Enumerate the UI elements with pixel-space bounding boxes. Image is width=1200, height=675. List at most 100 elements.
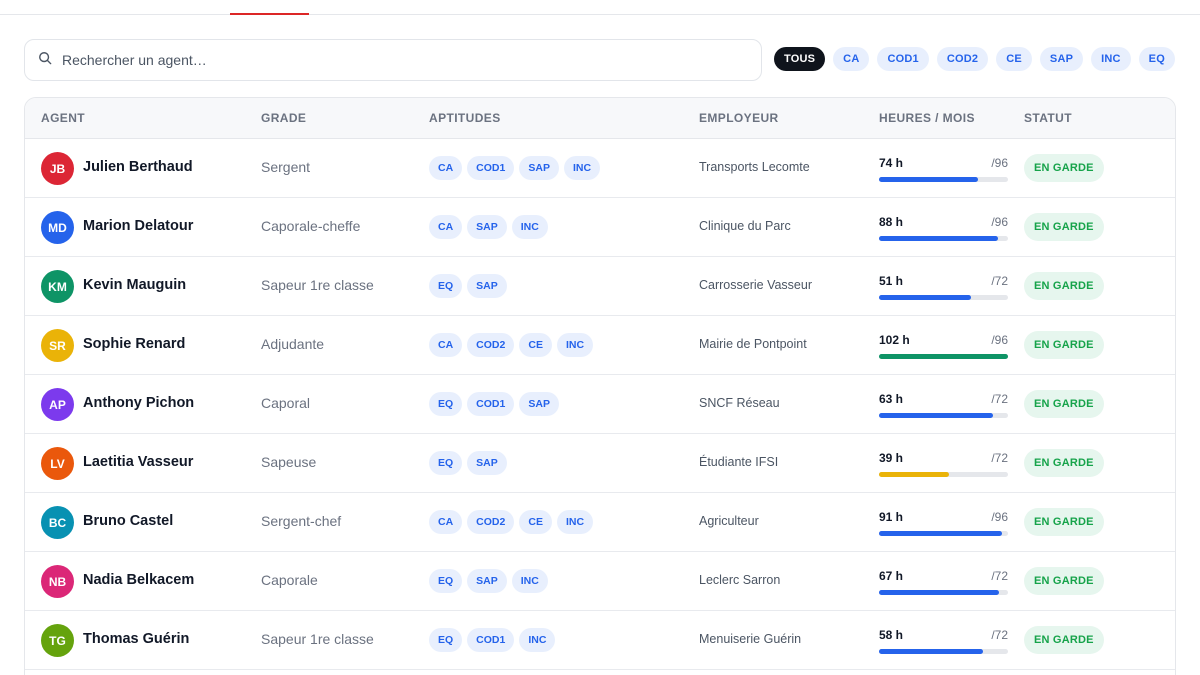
aptitude-tag: INC bbox=[519, 628, 556, 652]
filter-chip-cod2[interactable]: COD2 bbox=[936, 47, 989, 71]
hours-progress-track bbox=[879, 236, 1008, 241]
agent-employer: Agriculteur bbox=[699, 514, 759, 528]
agent-name[interactable]: Thomas Guérin bbox=[83, 631, 190, 647]
avatar: KM bbox=[41, 270, 74, 303]
table-row[interactable]: KM Kevin Mauguin Sapeur 1re classe EQ SAP Car… bbox=[25, 257, 1175, 316]
aptitude-tag: CE bbox=[519, 333, 552, 357]
hours-progress-track bbox=[879, 354, 1008, 359]
table-row[interactable]: SR Sophie Renard Adjudante CA COD2 CE INC Mairi… bbox=[25, 316, 1175, 375]
hours-max: /96 bbox=[991, 510, 1008, 524]
agent-name[interactable]: Sophie Renard bbox=[83, 336, 186, 352]
aptitude-tag: INC bbox=[511, 215, 548, 239]
hours-value: 102 h bbox=[879, 333, 910, 347]
avatar: JB bbox=[41, 152, 74, 185]
status-badge: EN GARDE bbox=[1024, 272, 1104, 300]
status-badge: EN GARDE bbox=[1024, 331, 1104, 359]
hours-max: /72 bbox=[991, 569, 1008, 583]
column-header-status[interactable]: STATUT bbox=[1024, 111, 1072, 125]
agent-name[interactable]: Julien Berthaud bbox=[83, 159, 193, 175]
hours-progress-fill bbox=[879, 649, 984, 654]
table-row[interactable]: AP Anthony Pichon Caporal EQ COD1 SAP SNCF Rés… bbox=[25, 375, 1175, 434]
agent-name[interactable]: Nadia Belkacem bbox=[83, 572, 195, 588]
column-header-grade[interactable]: GRADE bbox=[261, 111, 307, 125]
aptitude-tag: COD2 bbox=[467, 333, 515, 357]
agent-employer: Carrosserie Vasseur bbox=[699, 278, 813, 292]
agent-name[interactable]: Bruno Castel bbox=[83, 513, 174, 529]
column-header-aptitudes[interactable]: APTITUDES bbox=[429, 111, 501, 125]
avatar: BC bbox=[41, 506, 74, 539]
aptitude-tag: SAP bbox=[519, 392, 559, 416]
hours-value: 74 h bbox=[879, 156, 904, 170]
hours-value: 58 h bbox=[879, 628, 904, 642]
hours-progress-track bbox=[879, 649, 1008, 654]
agent-employer: Transports Lecomte bbox=[699, 160, 810, 174]
aptitude-tag: SAP bbox=[467, 569, 507, 593]
status-badge: EN GARDE bbox=[1024, 154, 1104, 182]
filter-chip-ca[interactable]: CA bbox=[833, 47, 870, 71]
agent-name[interactable]: Anthony Pichon bbox=[83, 395, 195, 411]
search-input[interactable] bbox=[62, 52, 712, 68]
hours-value: 91 h bbox=[879, 510, 904, 524]
aptitude-tag: SAP bbox=[467, 274, 507, 298]
status-badge: EN GARDE bbox=[1024, 567, 1104, 595]
filter-chip-inc[interactable]: INC bbox=[1091, 47, 1131, 71]
agent-grade: Caporal bbox=[261, 395, 311, 411]
status-badge: EN GARDE bbox=[1024, 508, 1104, 536]
filter-chip-sap[interactable]: SAP bbox=[1039, 47, 1084, 71]
hours-max: /96 bbox=[991, 215, 1008, 229]
hours-progress-fill bbox=[879, 236, 998, 241]
hours-max: /72 bbox=[991, 628, 1008, 642]
aptitude-tag: EQ bbox=[429, 628, 463, 652]
hours-max: /72 bbox=[991, 392, 1008, 406]
hours-max: /96 bbox=[991, 333, 1008, 347]
column-header-employer[interactable]: EMPLOYEUR bbox=[699, 111, 779, 125]
aptitude-tag: SAP bbox=[467, 215, 507, 239]
aptitude-tag: CA bbox=[429, 156, 463, 180]
hours-progress-fill bbox=[879, 472, 949, 477]
aptitude-tags: CA COD1 SAP INC bbox=[429, 156, 601, 180]
agent-name[interactable]: Marion Delatour bbox=[83, 218, 194, 234]
top-nav-bar bbox=[0, 0, 1200, 15]
hours-progress-track bbox=[879, 531, 1008, 536]
hours-progress-track bbox=[879, 590, 1008, 595]
aptitude-tag: COD1 bbox=[467, 156, 515, 180]
agent-employer: SNCF Réseau bbox=[699, 396, 780, 410]
table-body: JB Julien Berthaud Sergent CA COD1 SAP INC Tran… bbox=[25, 139, 1175, 670]
aptitude-tag: INC bbox=[556, 510, 594, 534]
aptitude-tags: EQ COD1 SAP bbox=[429, 392, 559, 416]
avatar: TG bbox=[41, 624, 74, 657]
table-row[interactable]: LV Laetitia Vasseur Sapeuse EQ SAP Étudiante … bbox=[25, 434, 1175, 493]
hours-progress-track bbox=[879, 413, 1008, 418]
aptitude-filter-bar: TOUS CA COD1 COD2 CE SAP INC EQ bbox=[774, 47, 1175, 71]
hours-value: 63 h bbox=[879, 392, 904, 406]
filter-chip-eq[interactable]: EQ bbox=[1138, 47, 1175, 71]
column-header-hours[interactable]: HEURES / MOIS bbox=[879, 111, 975, 125]
table-row[interactable]: TG Thomas Guérin Sapeur 1re classe EQ COD1 IN… bbox=[25, 611, 1175, 670]
aptitude-tag: CE bbox=[519, 510, 552, 534]
aptitude-tags: CA SAP INC bbox=[429, 215, 548, 239]
table-row[interactable]: MD Marion Delatour Caporale-cheffe CA SAP INC… bbox=[25, 198, 1175, 257]
agent-name[interactable]: Laetitia Vasseur bbox=[83, 454, 194, 470]
table-row[interactable]: NB Nadia Belkacem Caporale EQ SAP INC Leclerc … bbox=[25, 552, 1175, 611]
table-row[interactable]: BC Bruno Castel Sergent-chef CA COD2 CE INC Agr… bbox=[25, 493, 1175, 552]
aptitude-tag: EQ bbox=[429, 392, 463, 416]
hours-value: 67 h bbox=[879, 569, 904, 583]
agent-grade: Caporale bbox=[261, 572, 318, 588]
aptitude-tag: CA bbox=[429, 333, 463, 357]
hours-max: /72 bbox=[991, 274, 1008, 288]
hours-value: 39 h bbox=[879, 451, 904, 465]
agent-grade: Caporale-cheffe bbox=[261, 218, 361, 234]
status-badge: EN GARDE bbox=[1024, 213, 1104, 241]
agent-name[interactable]: Kevin Mauguin bbox=[83, 277, 187, 293]
filter-chip-cod1[interactable]: COD1 bbox=[877, 47, 929, 71]
search-box[interactable] bbox=[24, 39, 762, 81]
filter-chip-tous[interactable]: TOUS bbox=[774, 47, 826, 71]
table-row[interactable]: JB Julien Berthaud Sergent CA COD1 SAP INC Tran… bbox=[25, 139, 1175, 198]
aptitude-tag: INC bbox=[556, 333, 594, 357]
agents-table: AGENT GRADE APTITUDES EMPLOYEUR HEURES /… bbox=[24, 97, 1176, 675]
agent-employer: Étudiante IFSI bbox=[699, 455, 779, 469]
status-badge: EN GARDE bbox=[1024, 449, 1104, 477]
filter-chip-ce[interactable]: CE bbox=[996, 47, 1032, 71]
column-header-agent[interactable]: AGENT bbox=[41, 111, 85, 125]
aptitude-tags: CA COD2 CE INC bbox=[429, 510, 594, 534]
